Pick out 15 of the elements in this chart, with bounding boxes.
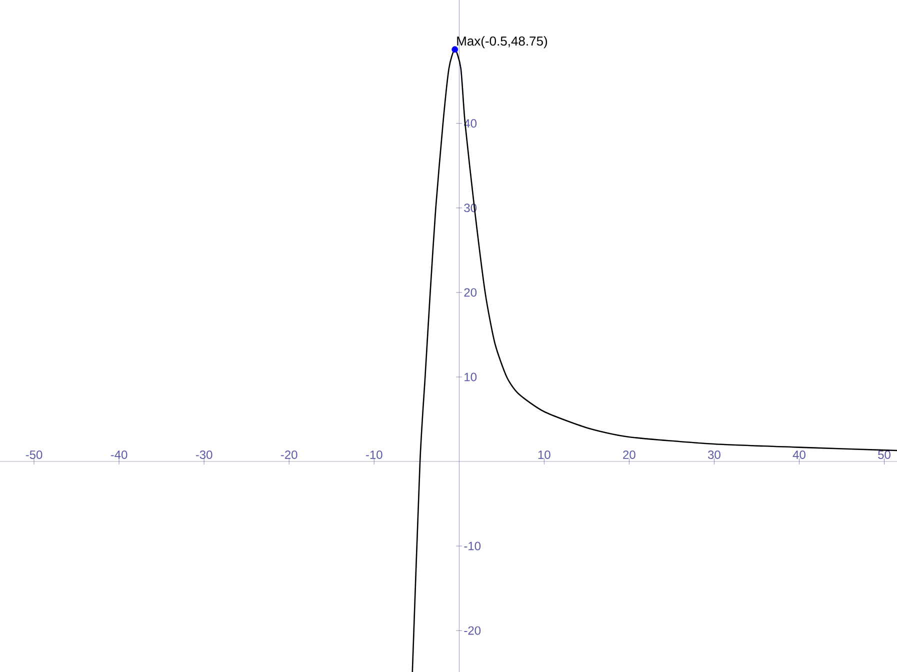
x-tick-label: 30 xyxy=(708,450,720,459)
y-tick-label: -10 xyxy=(464,542,481,550)
x-tick-label: 50 xyxy=(878,450,890,459)
x-tick-label: -50 xyxy=(26,450,42,459)
x-tick-label: -20 xyxy=(280,450,298,459)
x-tick-label: 20 xyxy=(623,450,636,459)
annotation: Max(-0.5,48.75) xyxy=(457,36,548,48)
x-tick-label: -30 xyxy=(196,450,212,459)
x-tick-label: 10 xyxy=(538,450,550,459)
x-tick-label: -40 xyxy=(110,450,128,459)
y-tick-label: 20 xyxy=(464,288,477,297)
y-tick-label: -20 xyxy=(464,626,481,635)
x-tick-label: -10 xyxy=(366,450,382,459)
x-tick-label: 40 xyxy=(792,450,806,459)
y-tick-label: 10 xyxy=(464,372,477,382)
